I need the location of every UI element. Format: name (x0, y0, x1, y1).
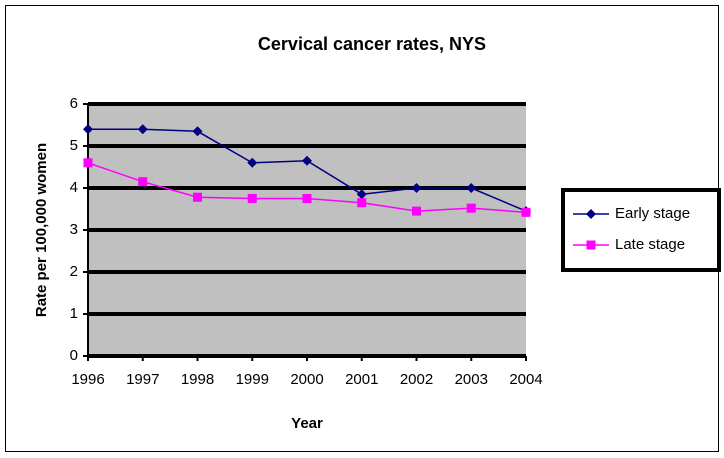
data-point (357, 198, 367, 208)
y-tick-label: 2 (70, 263, 78, 280)
y-tick-label: 6 (70, 95, 78, 112)
data-point (193, 192, 202, 202)
x-tick-label: 1999 (236, 371, 269, 388)
data-point (247, 157, 258, 168)
y-tick-label: 4 (70, 179, 78, 196)
legend-marker (586, 240, 596, 250)
y-tick-label: 1 (70, 305, 78, 322)
y-tick-label: 0 (70, 347, 78, 364)
legend-marker (586, 209, 596, 219)
x-tick-label: 1998 (181, 371, 214, 388)
data-point (83, 158, 93, 168)
data-point (302, 194, 312, 203)
x-tick-label: 2001 (345, 371, 378, 388)
data-point (137, 124, 148, 135)
x-tick-label: 2002 (400, 371, 433, 388)
x-tick-label: 2004 (509, 371, 542, 388)
x-tick-label: 1997 (126, 371, 159, 388)
data-point (412, 206, 421, 216)
legend-box (561, 188, 721, 272)
data-point (411, 183, 422, 193)
data-point (466, 183, 477, 193)
y-tick-label: 5 (70, 137, 78, 154)
data-point (83, 124, 93, 135)
data-point (302, 155, 312, 166)
data-point (138, 177, 148, 187)
data-point (192, 126, 203, 137)
y-tick-label: 3 (70, 221, 78, 238)
x-tick-label: 2000 (290, 371, 323, 388)
x-tick-label: 2003 (455, 371, 488, 388)
data-point (466, 203, 476, 213)
data-point (247, 194, 257, 203)
data-point (521, 207, 531, 217)
x-tick-label: 1996 (71, 371, 104, 388)
data-point (356, 189, 367, 200)
legend-label: Early stage (615, 205, 690, 222)
legend-label: Late stage (615, 236, 685, 253)
x-axis-label: Year (291, 415, 323, 432)
y-axis-label: Rate per 100,000 women (33, 143, 50, 317)
chart-title: Cervical cancer rates, NYS (258, 34, 486, 54)
